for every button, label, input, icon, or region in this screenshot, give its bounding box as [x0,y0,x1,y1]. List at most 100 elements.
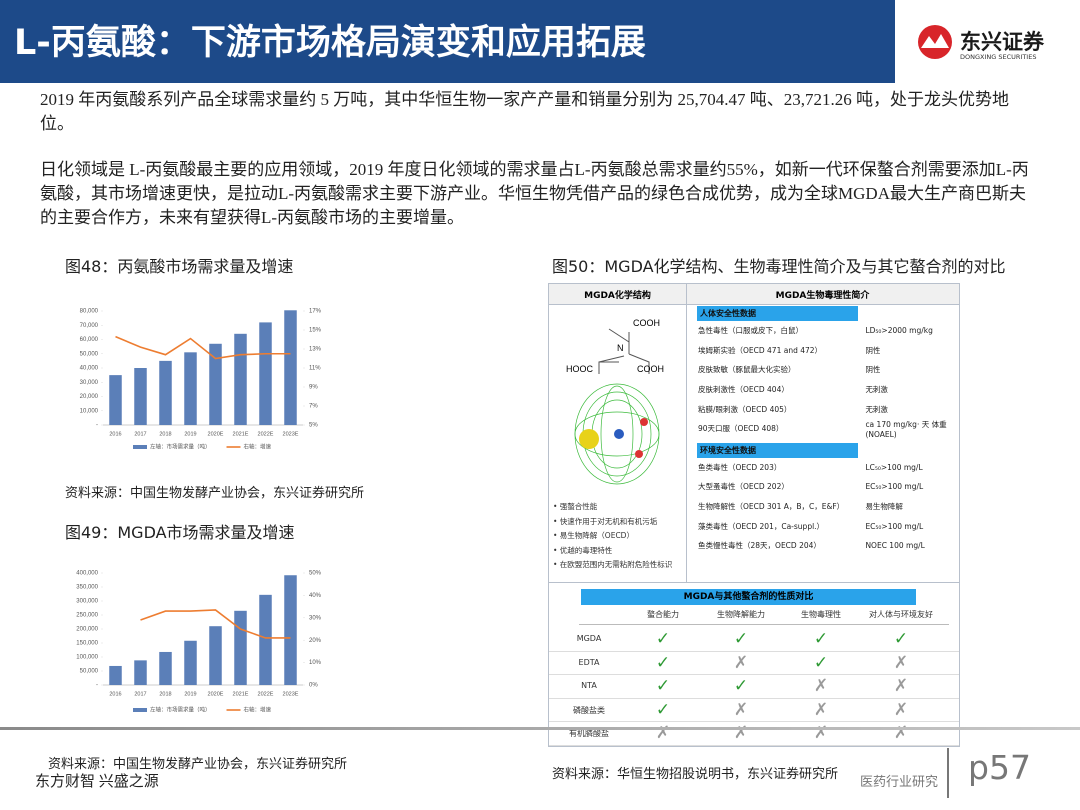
footer-divider [947,748,949,798]
atom [614,429,624,439]
column-header: 对人体与环境友好 [869,610,933,619]
atom-label: HOOC [566,364,594,374]
figure-title: 图48：丙氨酸市场需求量及增速 [65,257,294,276]
y-tick-label: 7% [309,404,318,410]
mark-icon: ✗ [733,723,749,743]
x-tick-label: 2023E [283,691,299,697]
y-tick-label: 11% [309,366,321,372]
atom [579,429,599,449]
legend-swatch [133,708,147,712]
mark-icon: ✓ [733,629,749,649]
bar [159,651,172,685]
feature-list: • 强螯合性能 • 快速作用于对无机和有机污垢 • 易生物降解（OECD） • 优越的… [553,500,685,573]
toxicity-row: 急性毒性（口服或皮下，白鼠） LD₅₀>2000 mg/kg [686,321,959,341]
legend-label: 左轴：市场需求量（吨） [150,705,211,713]
x-tick-label: 2016 [109,691,121,697]
mark-icon: ✗ [733,699,749,720]
feature-item: • 优越的毒理特性 [553,545,613,555]
mesh-ring [574,411,660,457]
mark-icon: ✓ [655,676,671,696]
test-name: 鱼类慢性毒性（28天，OECD 204） [698,541,821,551]
bar [134,660,147,685]
source: 资料来源：中国生物发酵产业协会，东兴证券研究所 [65,485,365,500]
test-name: 鱼类毒性（OECD 203） [698,462,782,472]
mark-icon: ✗ [893,676,909,696]
column-header: MGDA化学结构 [584,291,651,301]
section-title: 环境安全性数据 [697,442,858,458]
toxicity-row: 皮肤刺激性（OECD 404） 无刺激 [686,380,959,400]
bar [284,310,297,425]
y-tick-label: 350,000 [76,585,98,591]
footer-line [0,727,1080,730]
mark-icon: ✗ [733,652,749,673]
y-tick-label: 40,000 [80,366,99,372]
y-tick-label: 100,000 [76,655,98,661]
mesh-ring [600,385,634,483]
test-result: EC₅₀>100 mg/L [865,521,924,531]
y-tick-label: 40% [309,593,322,599]
test-result: 阴性 [865,365,881,375]
toxicity-row: 皮肤致敏（豚鼠最大化实验） 阴性 [686,360,959,380]
test-name: 埃姆斯实验（OECD 471 and 472） [698,345,823,355]
test-name: 藻类毒性（OECD 201，Ca-suppl.） [698,521,825,531]
x-tick-label: 2021E [233,431,249,437]
y-tick-label: 5% [309,423,318,429]
column-header: 生物毒理性 [801,610,841,619]
bar [209,626,222,685]
bar [109,375,122,425]
logo-circle [918,25,952,59]
row-name: 磷酸盐类 [573,705,605,715]
source: 资料来源：华恒生物招股说明书，东兴证券研究所 [552,766,839,781]
mark-icon: ✓ [813,652,829,673]
test-result: NOEC 100 mg/L [865,541,925,551]
figure-title: 图49：MGDA市场需求量及增速 [65,523,295,542]
legend-label: 右轴：增速 [244,442,272,450]
y-tick-label: 15% [309,328,322,334]
mark-icon: ✗ [813,699,829,720]
slogan: 东方财智 兴盛之源 [35,774,159,790]
row-rule [549,650,959,652]
feature-item: • 在欧盟范围内无需粘附危险性标识 [553,560,673,569]
test-result: 易生物降解 [865,502,903,512]
y-tick-label: 200,000 [76,627,98,633]
test-name: 急性毒性（口服或皮下，白鼠） [698,326,803,336]
row-rule [549,697,959,699]
test-result: LD₅₀>2000 mg/kg [865,326,933,336]
y-tick-label: 9% [309,385,318,391]
test-name: 皮肤刺激性（OECD 404） [698,385,789,395]
mark-icon: ✓ [655,652,671,673]
test-result: 阴性 [865,345,881,355]
test-result: LC₅₀>100 mg/L [865,462,923,472]
figure-title: 图50：MGDA化学结构、生物毒理性简介及与其它螯合剂的对比 [552,257,1006,276]
atom-label: COOH [637,364,664,374]
toxicity-row: 鱼类慢性毒性（28天，OECD 204） NOEC 100 mg/L [686,536,959,556]
test-name: 生物降解性（OECD 301 A，B，C，E&F） [698,502,845,512]
y-tick-label: 150,000 [76,641,98,647]
bonds [598,328,650,374]
test-name: 皮肤致敏（豚鼠最大化实验） [698,365,796,375]
y-tick-label: 50,000 [80,669,99,675]
mark-icon: ✓ [893,629,909,649]
bar [234,333,247,425]
page-number: p57 [968,748,1031,787]
x-tick-label: 2018 [159,691,171,697]
y-tick-label: 20% [309,638,322,644]
row-name: EDTA [578,657,600,667]
legend-label: 右轴：增速 [244,705,272,713]
logo-icon [918,25,952,59]
y-tick-label: 70,000 [80,323,99,329]
row-name: 有机膦酸盐 [569,729,609,738]
source: 资料来源：中国生物发酵产业协会，东兴证券研究所 [48,756,348,771]
y-tick-label: 17% [309,309,322,315]
bar [159,360,172,425]
structure: COOH N HOOC COOH [566,318,664,485]
x-tick-label: 2018 [159,431,171,437]
y-tick-label: 400,000 [76,571,98,577]
column-header: 螯合能力 [647,610,679,619]
column-header: 生物降解能力 [717,610,765,619]
feature-item: • 易生物降解（OECD） [553,531,634,540]
x-tick-label: 2019 [184,431,196,437]
mark-icon: ✗ [893,699,909,720]
bar [209,343,222,425]
